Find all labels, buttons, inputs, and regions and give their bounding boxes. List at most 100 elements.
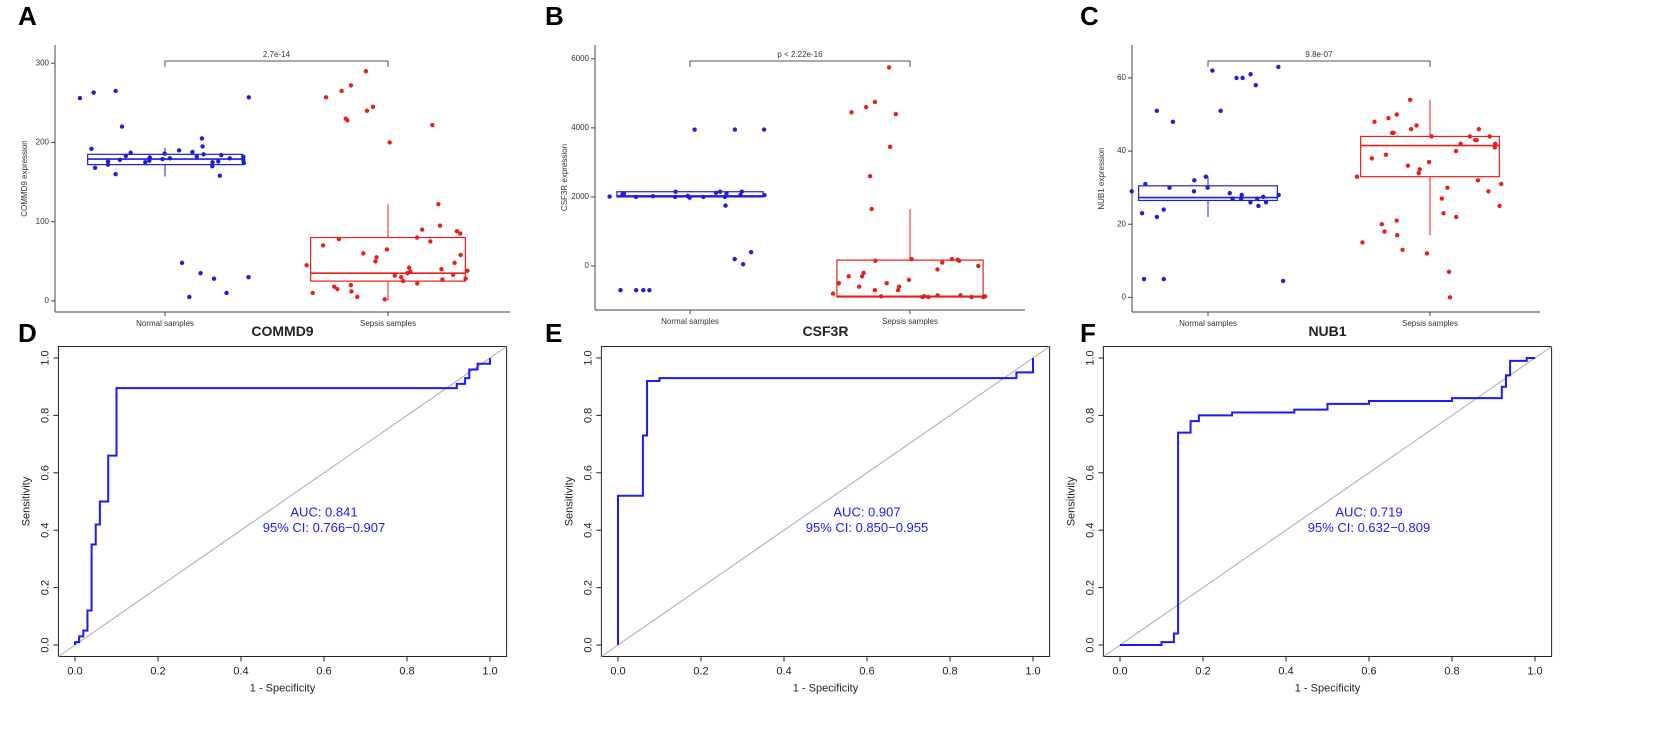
y-tick-label: 0 [1122,292,1127,301]
y-tick-label: 2000 [571,192,589,201]
point [1400,247,1405,253]
point [1253,83,1258,88]
point [77,95,83,101]
point [361,251,366,256]
point [859,274,865,279]
y-tick-label: 300 [36,58,50,67]
point [1167,185,1172,190]
point [1205,185,1210,190]
point [219,152,224,158]
x-tick-label: 0.4 [776,665,791,677]
y-tick-label: 0.0 [582,637,594,652]
x-tick-label: 0.0 [610,665,625,677]
y-tick-label: 0.4 [1084,523,1096,538]
point [1203,174,1209,179]
point [1263,200,1269,205]
point [105,159,111,164]
point [117,157,123,163]
point [419,227,425,232]
point [374,255,379,260]
point [969,294,974,300]
point [732,127,738,132]
y-tick-label: 0.8 [582,408,594,423]
y-tick-label: 0.6 [1084,465,1096,480]
diagonal [58,346,507,657]
point [454,228,460,234]
point [227,156,232,161]
point [428,239,433,244]
point [370,104,376,109]
x-axis-label: 1 - Specificity [1295,682,1361,694]
point [1395,232,1400,238]
point [123,153,129,159]
point [887,144,893,150]
point [1441,211,1446,216]
point [1499,181,1504,187]
point [1439,196,1445,201]
y-tick-label: 0.8 [39,408,51,423]
point [647,287,652,293]
panel-letter: A [18,1,37,31]
auc-annotation: AUC: 0.719 [1335,504,1402,519]
point [893,111,899,117]
x-tick-label: 1.0 [1025,665,1040,677]
point [940,260,945,265]
chart-title: CSF3R [803,323,849,339]
point [976,263,981,269]
point [200,144,205,149]
x-tick-label: 0.8 [942,665,957,677]
y-axis-label: Sensitivity [1065,476,1077,526]
point [740,262,746,267]
point [414,235,420,240]
point [1139,211,1145,216]
point [224,290,229,296]
x-tick-label: Sepsis samples [1402,319,1458,328]
point [1161,207,1166,212]
point [1227,190,1232,196]
point [335,286,340,292]
panel-letter: B [545,1,564,31]
y-axis-label: Sensitivity [20,476,32,526]
y-tick-label: 0 [585,261,590,270]
y-tick-label: 4000 [571,123,589,132]
y-tick-label: 6000 [571,54,589,63]
point [856,284,862,289]
point [246,274,251,280]
point [332,284,337,289]
point [179,260,185,266]
point [620,191,625,197]
auc-annotation: 95% CI: 0.850−0.955 [806,520,929,535]
point [355,294,360,300]
point [199,136,205,141]
point [717,189,723,194]
point [1453,148,1459,154]
point [176,148,182,153]
point [723,203,728,208]
x-tick-label: 0.4 [1278,665,1293,677]
point [1276,64,1281,70]
point [1354,174,1360,179]
y-tick-label: 0.2 [1084,580,1096,595]
point [430,122,435,128]
point [863,104,869,110]
point [119,124,125,129]
point [895,287,901,293]
point [400,278,406,284]
y-tick-label: 0.6 [39,465,51,480]
x-tick-label: Normal samples [136,319,194,328]
point [1170,119,1176,125]
point [320,243,326,248]
point [1192,178,1197,183]
point [1492,145,1497,150]
point [692,127,697,132]
x-tick-label: 0.4 [233,665,248,677]
point [1446,269,1452,274]
point [1447,295,1453,300]
point [1129,189,1134,194]
point [724,191,729,196]
point [922,294,927,299]
point [1218,108,1223,114]
point [1260,194,1266,199]
panel-letter: F [1080,318,1096,348]
point [92,165,98,171]
